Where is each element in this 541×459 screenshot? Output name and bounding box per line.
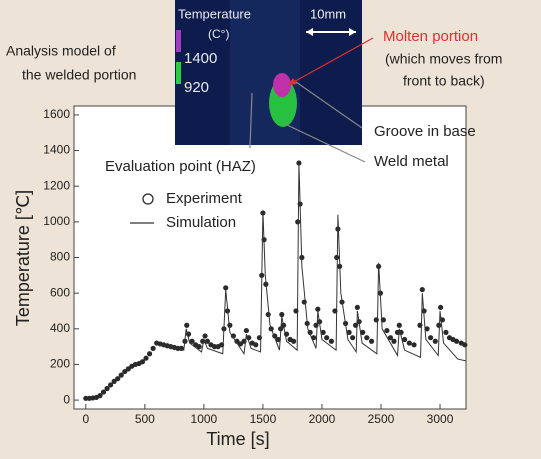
annotation: Groove in base: [374, 123, 476, 140]
annotation: Weld metal: [374, 153, 449, 170]
data-point: [396, 322, 402, 328]
data-point: [118, 372, 124, 378]
data-point: [368, 338, 375, 344]
annotation: 920: [184, 79, 209, 96]
data-point: [301, 299, 307, 305]
annotation: front to back): [403, 73, 485, 89]
data-point: [237, 341, 244, 347]
x-tick-label: 2500: [368, 412, 395, 426]
annotation: (which moves from: [385, 51, 502, 67]
data-point: [373, 317, 379, 323]
data-point: [204, 338, 211, 344]
data-point: [438, 304, 444, 311]
data-point: [146, 351, 153, 357]
annotation: Molten portion: [383, 28, 478, 45]
data-point: [443, 329, 449, 335]
data-point: [122, 368, 128, 375]
data-point: [227, 322, 233, 328]
data-point: [391, 338, 397, 344]
data-point: [111, 378, 117, 384]
annotation: Temperature: [178, 6, 251, 21]
y-tick-label: 0: [63, 392, 70, 406]
annotation: Evaluation point (HAZ): [105, 158, 256, 175]
data-point: [223, 285, 229, 291]
data-point: [143, 355, 149, 361]
data-point: [315, 306, 321, 312]
data-point: [184, 322, 190, 328]
data-point: [291, 338, 297, 344]
data-point: [243, 327, 249, 334]
y-tick-label: 1400: [43, 143, 70, 157]
data-point: [462, 342, 468, 348]
x-tick-label: 500: [135, 412, 155, 426]
annotation: Analysis model of: [6, 43, 116, 59]
data-point: [354, 304, 360, 311]
data-point: [115, 376, 121, 382]
legend-label: Experiment: [166, 190, 243, 207]
x-tick-label: 0: [82, 412, 89, 426]
y-tick-label: 1600: [43, 107, 70, 121]
x-tick-label: 3000: [427, 412, 454, 426]
data-point: [189, 338, 195, 344]
data-point: [436, 322, 442, 328]
data-point: [234, 338, 240, 344]
y-axis-title: Temperature [℃]: [13, 190, 33, 326]
data-point: [150, 345, 156, 351]
data-point: [350, 335, 356, 341]
y-tick-label: 400: [50, 321, 70, 335]
data-point: [411, 342, 417, 348]
data-point: [108, 382, 114, 388]
data-point: [139, 359, 146, 365]
data-point: [406, 340, 412, 346]
data-point: [334, 254, 340, 261]
data-point: [324, 335, 330, 341]
data-point: [387, 335, 394, 341]
data-point: [364, 335, 370, 341]
data-point: [432, 338, 438, 344]
data-point: [202, 333, 208, 339]
legend-label: Simulation: [166, 214, 236, 231]
annotation: the welded portion: [22, 67, 136, 83]
annotation-arrows: [249, 37, 374, 163]
y-tick-label: 1000: [43, 214, 70, 228]
data-point: [100, 389, 107, 395]
data-point: [453, 338, 460, 344]
annotation: (C°): [208, 27, 229, 41]
data-point: [196, 344, 202, 350]
data-point: [253, 342, 259, 348]
data-point: [320, 329, 326, 335]
data-point: [230, 333, 236, 339]
annotation: 10mm: [310, 6, 346, 21]
y-tick-label: 800: [50, 250, 70, 264]
x-tick-label: 1500: [250, 412, 277, 426]
x-tick-label: 1000: [191, 412, 218, 426]
data-point: [295, 219, 301, 225]
annotation: 1400: [184, 50, 217, 67]
data-point: [402, 336, 408, 343]
data-point: [275, 336, 281, 343]
y-tick-label: 200: [50, 357, 70, 371]
x-tick-label: 2000: [309, 412, 336, 426]
inset-image: [175, 0, 362, 145]
data-point: [104, 385, 110, 392]
data-point: [360, 329, 366, 335]
data-point: [279, 311, 285, 318]
data-point: [419, 286, 425, 293]
sim-line: [156, 163, 467, 362]
data-point: [424, 326, 430, 332]
data-point: [328, 338, 334, 344]
legend-marker: [142, 193, 154, 205]
plot-area: [73, 105, 467, 410]
x-axis-title: Time [s]: [206, 429, 269, 449]
data-point: [265, 311, 271, 318]
data-point: [346, 329, 352, 335]
data-point: [125, 366, 131, 372]
data-point: [97, 393, 103, 399]
data-point: [427, 335, 434, 341]
y-tick-label: 1200: [43, 178, 70, 192]
data-point: [384, 327, 390, 334]
y-tick-label: 600: [50, 285, 70, 299]
